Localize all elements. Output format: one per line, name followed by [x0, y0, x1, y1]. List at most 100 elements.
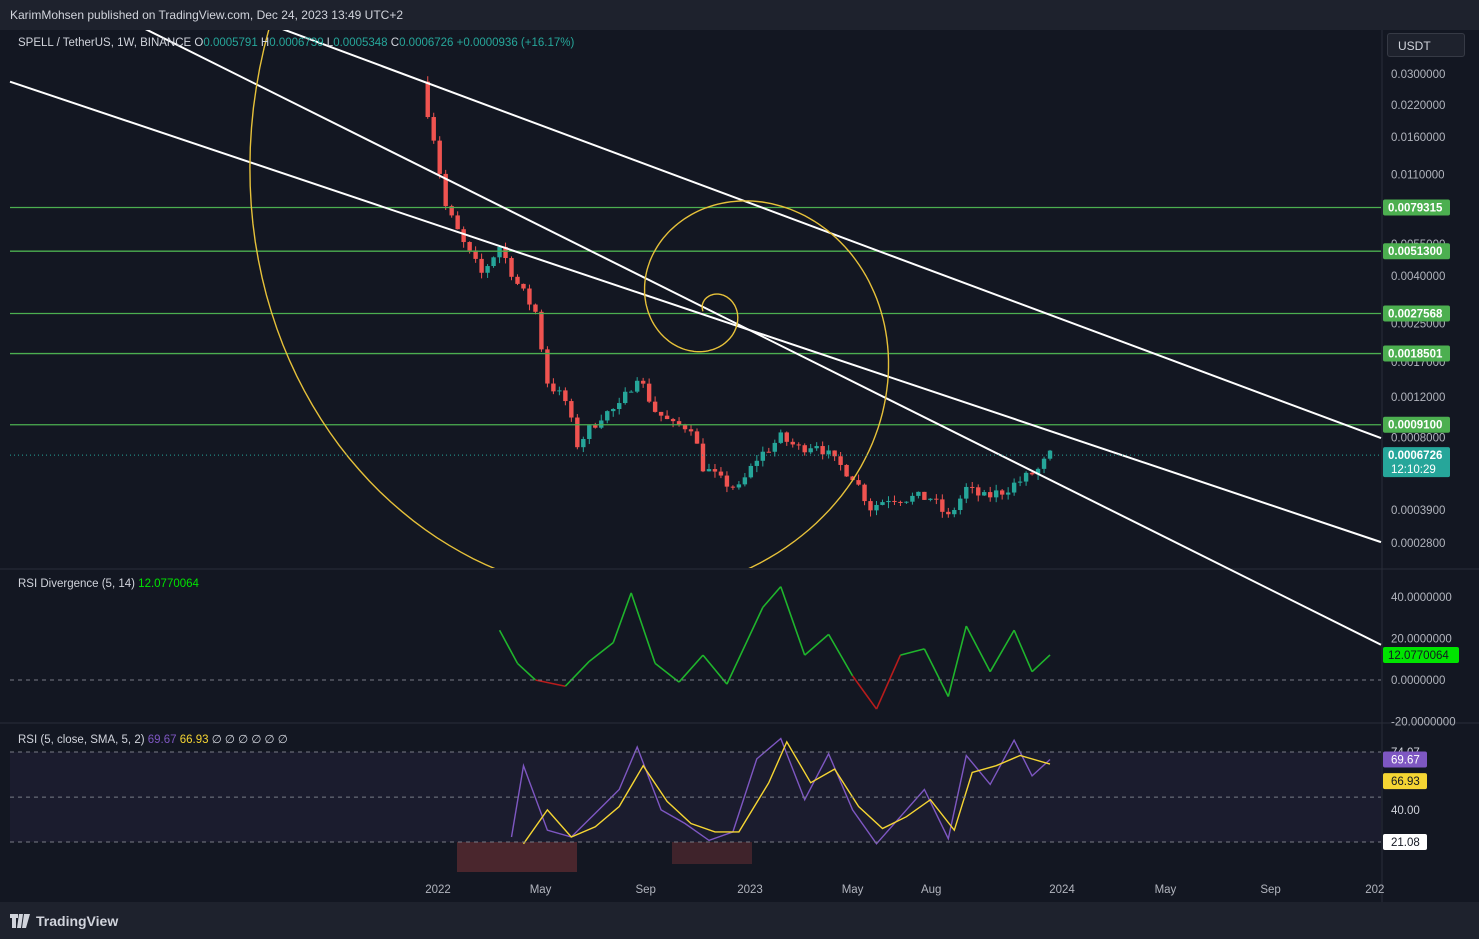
legend-value: L	[327, 37, 334, 49]
candle-body	[443, 173, 448, 207]
candle-body	[521, 283, 526, 289]
divergence-segment	[702, 654, 728, 685]
candle-body	[946, 511, 951, 515]
candle-body	[640, 380, 646, 384]
chart-axes: 0.0300000 0.0220000 0.0160000 0.0110000 0.00…	[10, 69, 1459, 896]
divergence-segment	[726, 607, 764, 685]
chart-overlays	[9, 30, 1382, 872]
divergence-segment	[588, 642, 614, 662]
candle-body	[760, 451, 766, 461]
divergence-segment	[989, 629, 1015, 673]
candle-body	[509, 258, 514, 277]
chart-grid	[0, 30, 1479, 902]
legend-value: SPELL / TetherUS, 1W, BINANCE	[18, 37, 194, 49]
candle-body	[682, 425, 688, 430]
candle-body	[658, 411, 664, 416]
divergence-segment	[564, 660, 590, 687]
candle-body	[473, 250, 478, 259]
divergence-segment	[827, 633, 854, 677]
candle-body	[623, 391, 628, 404]
divergence-segment	[498, 629, 519, 664]
candle-body	[569, 401, 574, 418]
candle-body	[802, 445, 807, 453]
time-tick-label: Sep	[635, 884, 655, 896]
rsi-tick-label: 40.00	[1391, 805, 1420, 817]
rsi-band-background	[10, 752, 1381, 842]
rsi-legend: RSI (5, close, SMA, 5, 2) 69.67 66.93 ∅ …	[18, 734, 288, 746]
divergence-segment	[1013, 629, 1033, 673]
divergence-tick-label: 40.0000000	[1391, 592, 1452, 604]
divergence-segment	[923, 648, 950, 697]
divergence-legend: RSI Divergence (5, 14) 12.0770064	[18, 578, 200, 590]
candle-body	[1005, 492, 1011, 495]
divergence-tick-label: 0.0000000	[1391, 675, 1445, 687]
rsi-tick-label: 21.08	[1391, 837, 1420, 849]
divergence-segment	[965, 625, 991, 673]
candle-body	[904, 501, 909, 503]
candle-body	[1023, 472, 1029, 482]
candle-body	[1011, 482, 1017, 493]
footer: TradingView	[0, 902, 1479, 939]
divergence-segment	[516, 662, 536, 681]
time-tick-label: May	[530, 884, 552, 896]
candle-body	[676, 421, 682, 426]
candle-body	[922, 491, 927, 500]
candle-body	[1035, 468, 1041, 475]
divergence-value-label-bg	[1383, 646, 1459, 663]
level-price-label-bg	[1383, 243, 1450, 260]
price-tick-label: 0.0160000	[1391, 132, 1445, 144]
candle-body	[515, 276, 520, 284]
publish-info: KarimMohsen published on TradingView.com…	[10, 8, 404, 22]
legend-value: C	[391, 37, 399, 49]
divergence-segment	[535, 679, 566, 688]
candle-body	[700, 443, 706, 472]
legend-value: ∅ ∅ ∅ ∅ ∅ ∅	[212, 734, 288, 746]
price-candles[interactable]	[425, 76, 1053, 518]
candle-body	[784, 432, 789, 442]
candle-body	[533, 304, 538, 312]
candle-body	[455, 215, 460, 230]
candle-body	[688, 429, 694, 432]
candle-body	[778, 432, 783, 443]
countdown-label: 12:10:29	[1391, 464, 1436, 476]
divergence-segment	[804, 633, 830, 656]
price-tick-label: 0.0300000	[1391, 69, 1445, 81]
candle-body	[1041, 458, 1047, 469]
price-tick-label: 0.0040000	[1391, 271, 1445, 283]
candle-body	[934, 498, 939, 500]
candle-body	[898, 501, 903, 503]
divergence-segment	[654, 662, 680, 683]
candle-body	[587, 425, 592, 439]
chart-legends: SPELL / TetherUS, 1W, BINANCE O0.0005791…	[18, 37, 574, 746]
candle-body	[605, 411, 610, 421]
legend-value: 66.93	[180, 734, 212, 746]
candle-body	[868, 501, 873, 511]
candle-body	[970, 486, 975, 488]
legend-value: 0.0005348	[333, 37, 391, 49]
candle-body	[724, 475, 730, 487]
candle-body	[575, 417, 580, 448]
level-price-label-bg	[1383, 305, 1450, 322]
candle-body	[593, 425, 598, 428]
candle-body	[856, 480, 861, 485]
legend-value: 69.67	[148, 734, 180, 746]
candle-body	[987, 492, 993, 498]
candle-body	[964, 486, 969, 499]
currency-button[interactable]: USDT	[1387, 33, 1465, 57]
candle-body	[796, 444, 801, 446]
candle-body	[928, 498, 933, 500]
candle-body	[820, 446, 825, 455]
candle-body	[993, 490, 999, 498]
price-tick-label: 0.0012000	[1391, 392, 1445, 404]
candle-body	[479, 258, 484, 273]
divergence-segment	[900, 648, 925, 656]
candle-body	[503, 246, 508, 259]
candle-body	[694, 431, 700, 444]
channel-line	[145, 30, 1382, 646]
candle-body	[497, 246, 502, 258]
candle-body	[832, 450, 837, 457]
level-price-label-bg	[1383, 345, 1450, 362]
trading-chart[interactable]: 0.0300000 0.0220000 0.0160000 0.0110000 0.00…	[0, 30, 1479, 902]
candle-body	[730, 486, 736, 488]
candle-body	[892, 500, 897, 502]
